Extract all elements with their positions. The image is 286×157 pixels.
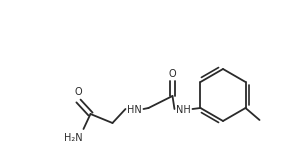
Text: H₂N: H₂N: [64, 133, 83, 143]
Text: O: O: [75, 87, 82, 97]
Text: HN: HN: [127, 105, 142, 115]
Text: O: O: [169, 69, 176, 79]
Text: NH: NH: [176, 105, 191, 115]
